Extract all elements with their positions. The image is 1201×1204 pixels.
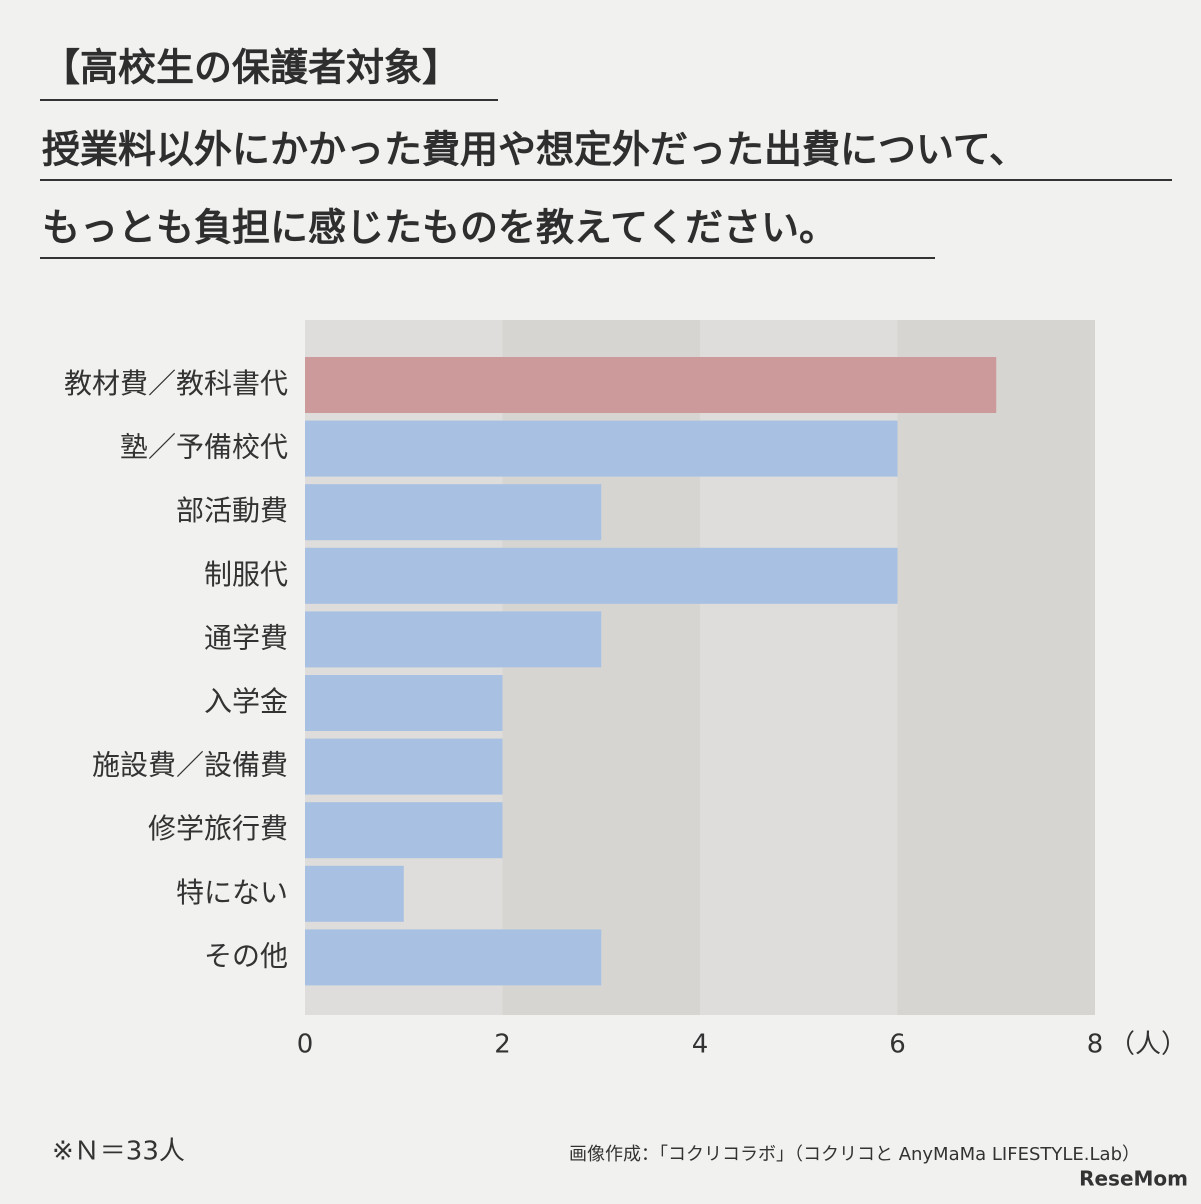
bar [305, 802, 503, 859]
note: ※Ｎ＝33人 [52, 1137, 185, 1167]
x-tick-label: 2 [494, 1030, 511, 1060]
title-line: 【高校生の保護者対象】 [42, 46, 460, 90]
bar [305, 357, 997, 413]
plot: 0 2 4 6 8 （人） 教材費／教科書代塾／予備校代部活動費制服代通学費入学金施設費／設… [64, 320, 1187, 1060]
bar [305, 547, 898, 604]
bar [305, 675, 503, 731]
x-tick-label: 4 [692, 1030, 709, 1060]
x-tick-label: 6 [889, 1030, 906, 1060]
x-tick-label: 0 [297, 1030, 314, 1060]
source: 画像作成：「コクリコラボ」（コクリコと AnyMaMa LIFESTYLE.La… [569, 1144, 1140, 1165]
y-tick-label: その他 [204, 939, 288, 972]
bar [305, 929, 602, 986]
bar [305, 484, 602, 541]
y-tick-label: 塾／予備校代 [120, 431, 288, 464]
y-tick-label: 修学旅行費 [148, 812, 288, 845]
y-tick-label: 教材費／教科書代 [64, 367, 288, 400]
bar [305, 420, 898, 477]
y-tick-label: 通学費 [204, 621, 288, 654]
x-unit: （人） [1109, 1030, 1187, 1060]
bar [305, 865, 404, 922]
y-tick-label: 部活動費 [176, 494, 288, 527]
band [897, 320, 1095, 1015]
logo: ReseMom [1079, 1167, 1188, 1191]
title-line: もっとも負担に感じたものを教えてください。 [42, 206, 837, 250]
y-tick-label: 施設費／設備費 [92, 749, 288, 782]
x-tick-label: 8 [1087, 1030, 1104, 1060]
y-tick-label: 入学金 [204, 685, 288, 718]
y-tick-label: 特にない [176, 876, 288, 909]
y-tick-label: 制服代 [204, 558, 288, 591]
bar [305, 738, 503, 795]
bar [305, 611, 602, 668]
title-line: 授業料以外にかかった費用や想定外だった出費について、 [42, 128, 1027, 172]
